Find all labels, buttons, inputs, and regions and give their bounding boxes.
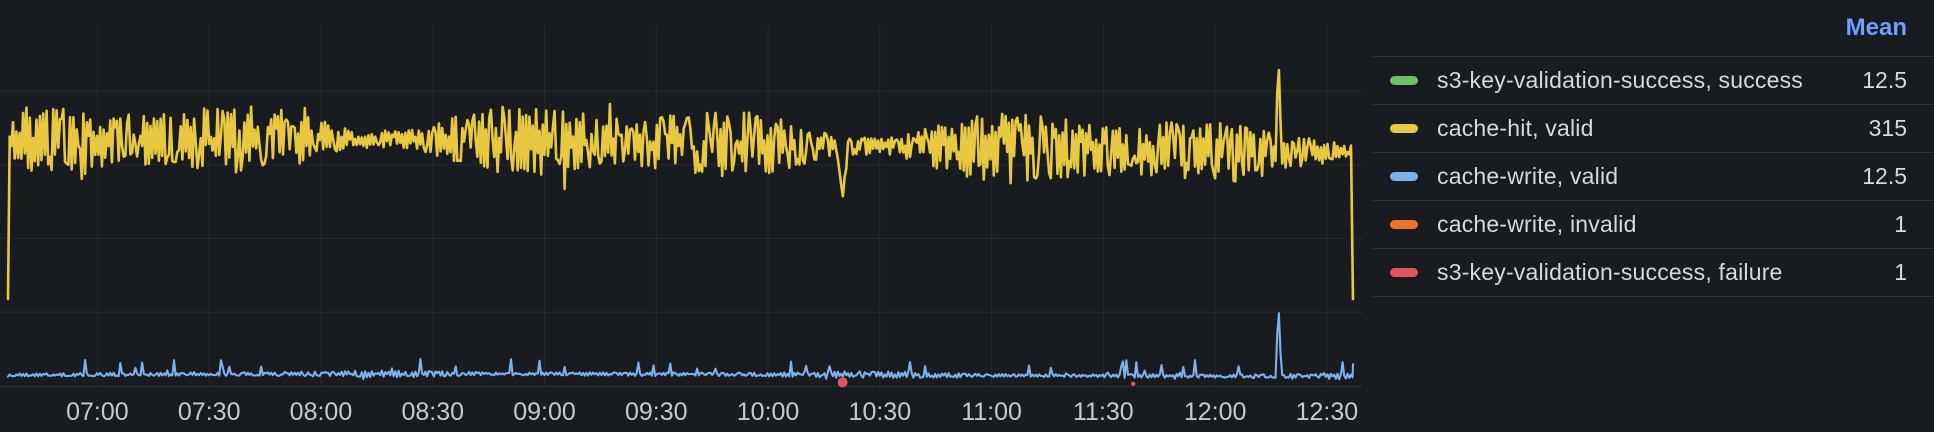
legend-mean-column-header[interactable]: Mean <box>1845 14 1907 41</box>
x-tick-label: 08:30 <box>401 398 464 426</box>
series-mean-value: 315 <box>1868 115 1907 141</box>
series-mean-value: 1 <box>1894 211 1907 237</box>
series-mean-value: 1 <box>1894 259 1907 285</box>
legend-header: Mean <box>1373 0 1934 57</box>
x-tick-label: 12:30 <box>1296 398 1359 426</box>
x-tick-label: 12:00 <box>1184 398 1247 426</box>
series-label[interactable]: cache-hit, valid <box>1437 115 1594 141</box>
legend-row[interactable]: cache-hit, valid 315 <box>1373 105 1934 153</box>
series-label[interactable]: s3-key-validation-success, failure <box>1437 259 1783 285</box>
series-color-swatch <box>1390 172 1418 181</box>
series-point-s3-key-validation-success-failure <box>1130 381 1136 386</box>
x-tick-label: 09:00 <box>513 398 576 426</box>
series-color-swatch <box>1390 124 1418 133</box>
series-line-cache-write-valid <box>6 312 1355 381</box>
x-tick-label: 09:30 <box>625 398 688 426</box>
chart-svg: 07:00 07:30 08:00 08:30 09:00 09:30 10:00 10:30… <box>0 25 1362 426</box>
series-mean-value: 12.5 <box>1862 163 1907 189</box>
legend-row[interactable]: cache-write, invalid 1 <box>1373 201 1934 249</box>
series-color-swatch <box>1390 268 1418 277</box>
x-tick-label: 08:00 <box>290 398 353 426</box>
x-tick-label: 10:30 <box>849 398 912 426</box>
series-label[interactable]: s3-key-validation-success, success <box>1437 67 1803 93</box>
legend-row[interactable]: cache-write, valid 12.5 <box>1373 153 1934 201</box>
series-point-s3-key-validation-success-failure <box>837 377 848 388</box>
series-mean-value: 12.5 <box>1862 67 1907 93</box>
x-tick-label: 07:30 <box>178 398 241 426</box>
x-tick-label: 11:00 <box>961 398 1022 426</box>
legend-row[interactable]: s3-key-validation-success, failure 1 <box>1373 249 1934 297</box>
series-color-swatch <box>1390 76 1418 85</box>
legend-row[interactable]: s3-key-validation-success, success 12.5 <box>1373 57 1934 105</box>
x-tick-label: 10:00 <box>737 398 800 426</box>
series-label[interactable]: cache-write, valid <box>1437 163 1619 189</box>
x-tick-label: 07:00 <box>66 398 129 426</box>
series-line-cache-hit-valid <box>6 68 1355 301</box>
x-tick-label: 11:30 <box>1073 398 1134 426</box>
series-color-swatch <box>1390 220 1418 229</box>
time-series-plot[interactable]: 07:00 07:30 08:00 08:30 09:00 09:30 10:00 10:30… <box>0 0 1373 432</box>
legend-table: Mean s3-key-validation-success, success … <box>1373 0 1934 432</box>
series-label[interactable]: cache-write, invalid <box>1437 211 1637 237</box>
